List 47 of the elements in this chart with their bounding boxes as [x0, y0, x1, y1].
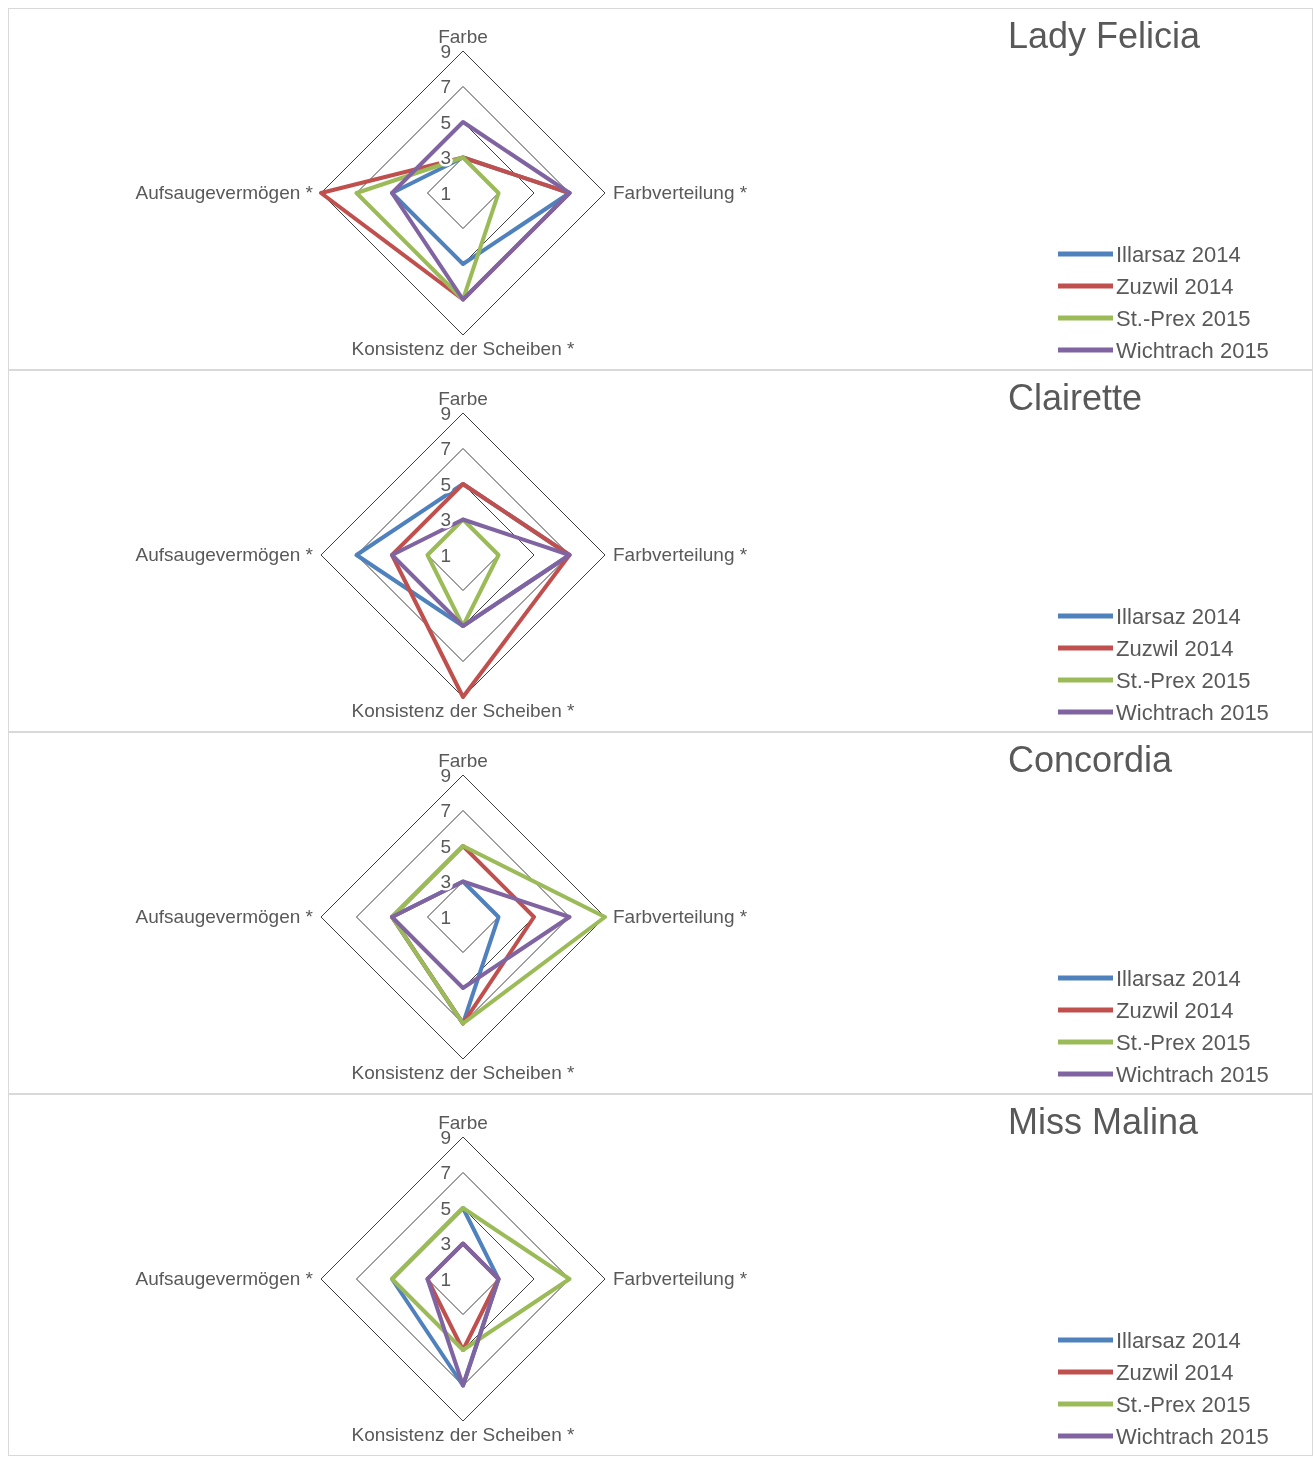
spoke-label: Aufsaugevermögen * — [135, 544, 314, 565]
legend-label: St.-Prex 2015 — [1116, 305, 1251, 331]
spoke-label: Konsistenz der Scheiben * — [351, 1424, 576, 1445]
y-tick-label: 7 — [440, 800, 451, 822]
y-tick-label: 1 — [440, 1268, 451, 1290]
legend-label: Wichtrach 2015 — [1116, 699, 1269, 725]
y-tick-label: 1 — [440, 906, 451, 928]
legend-label: Zuzwil 2014 — [1116, 997, 1234, 1023]
y-tick-label: 1 — [440, 544, 451, 566]
spoke-label: Farbverteilung * — [613, 182, 748, 203]
spoke-label: Konsistenz der Scheiben * — [351, 1062, 576, 1083]
y-tick-label: 7 — [440, 76, 451, 98]
legend-label: Zuzwil 2014 — [1116, 273, 1234, 299]
y-tick-label: 7 — [440, 438, 451, 460]
spoke-label: Farbverteilung * — [613, 1268, 748, 1289]
spoke-label: Konsistenz der Scheiben * — [351, 700, 576, 721]
y-tick-label: 3 — [440, 1233, 451, 1255]
y-tick-label: 1 — [440, 182, 451, 204]
spoke-label: Farbverteilung * — [613, 544, 748, 565]
spoke-label: Aufsaugevermögen * — [135, 182, 314, 203]
y-tick-label: 5 — [440, 473, 451, 495]
spoke-label: Aufsaugevermögen * — [135, 1268, 314, 1289]
spoke-label: Konsistenz der Scheiben * — [351, 338, 576, 359]
legend-label: St.-Prex 2015 — [1116, 1391, 1251, 1417]
chart-title: Clairette — [1008, 377, 1143, 418]
spoke-label: Aufsaugevermögen * — [135, 906, 314, 927]
spoke-label: Farbverteilung * — [613, 906, 748, 927]
legend-label: Wichtrach 2015 — [1116, 337, 1269, 363]
y-tick-label: 5 — [440, 835, 451, 857]
legend-label: St.-Prex 2015 — [1116, 667, 1251, 693]
y-tick-label: 5 — [440, 1197, 451, 1219]
chart-title: Lady Felicia — [1008, 15, 1202, 56]
legend-label: Zuzwil 2014 — [1116, 635, 1234, 661]
legend-label: Wichtrach 2015 — [1116, 1061, 1269, 1087]
legend-label: Illarsaz 2014 — [1116, 1327, 1241, 1353]
y-tick-label: 5 — [440, 111, 451, 133]
y-tick-label: 3 — [440, 871, 451, 893]
legend-label: Illarsaz 2014 — [1116, 965, 1241, 991]
y-tick-label: 3 — [440, 509, 451, 531]
legend-label: Illarsaz 2014 — [1116, 241, 1241, 267]
legend-label: Zuzwil 2014 — [1116, 1359, 1234, 1385]
legend-label: St.-Prex 2015 — [1116, 1029, 1251, 1055]
y-tick-label: 7 — [440, 1162, 451, 1184]
legend-label: Wichtrach 2015 — [1116, 1423, 1269, 1449]
chart-title: Concordia — [1008, 739, 1174, 780]
chart-title: Miss Malina — [1008, 1101, 1200, 1142]
legend-label: Illarsaz 2014 — [1116, 603, 1241, 629]
